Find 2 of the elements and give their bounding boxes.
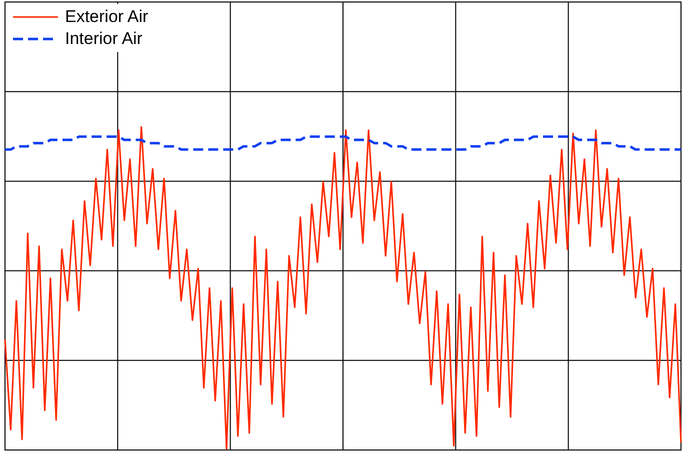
legend-label: Interior Air — [65, 29, 143, 48]
legend-label: Exterior Air — [65, 7, 148, 26]
